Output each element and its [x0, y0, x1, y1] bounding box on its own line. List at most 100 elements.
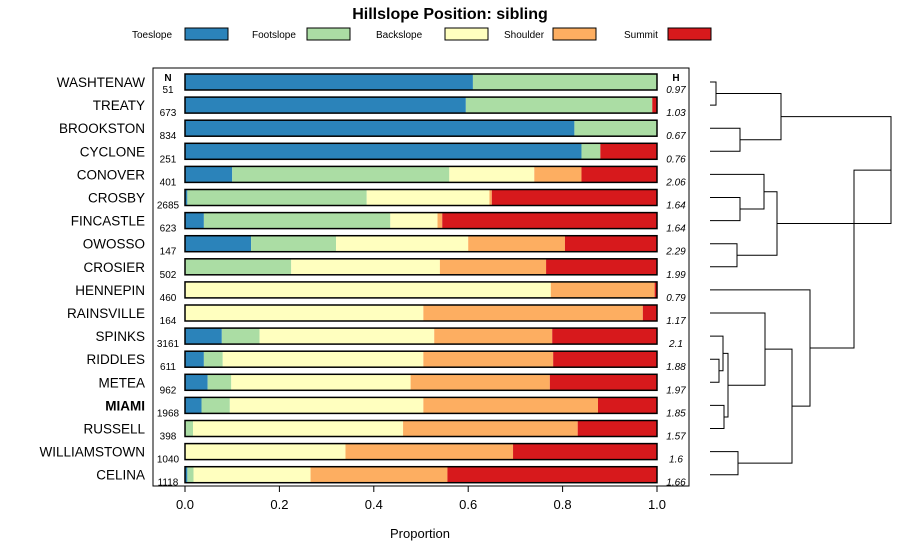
label-cyclone: CYCLONE — [80, 144, 145, 159]
bar-riddles-shoulder — [423, 351, 554, 368]
h-value-riddles: 1.88 — [666, 362, 686, 373]
dendrogram — [710, 81, 892, 476]
bar-cyclone-summit — [600, 143, 657, 160]
dendro-top-group — [716, 93, 782, 141]
dendro-rainsville-group — [710, 312, 766, 386]
label-crosier: CROSIER — [83, 260, 145, 275]
label-williamstown: WILLIAMSTOWN — [39, 445, 145, 460]
bar-outline-brookston — [184, 119, 658, 137]
label-riddles: RIDDLES — [86, 352, 145, 367]
x-tick-label-0: 0.0 — [176, 497, 194, 512]
bar-fincastle-toeslope — [185, 212, 204, 229]
h-header: H — [672, 73, 679, 84]
bar-conover-shoulder — [534, 166, 582, 183]
bar-outline-cyclone — [184, 142, 658, 161]
h-value-crosby: 1.64 — [666, 201, 686, 212]
legend: Toeslope Footslope Backslope Shoulder Summit — [132, 27, 712, 41]
bar-washtenaw-toeslope — [185, 74, 473, 90]
dendro-owosso-crosier — [710, 243, 738, 268]
bar-outline-metea — [184, 373, 658, 392]
bar-outline-owosso — [184, 234, 658, 253]
h-value-williamstown: 1.6 — [669, 455, 683, 466]
legend-label-shoulder: Shoulder — [504, 30, 545, 41]
bar-celina-summit — [447, 466, 657, 483]
label-treaty: TREATY — [93, 98, 145, 113]
bar-outline-williamstown — [184, 442, 658, 461]
x-tick-label-2: 0.4 — [365, 497, 383, 512]
n-value-conover: 401 — [160, 177, 177, 188]
bar-treaty-summit — [652, 97, 657, 114]
label-rainsville: RAINSVILLE — [67, 306, 145, 321]
x-tick-label-4: 0.8 — [554, 497, 572, 512]
bar-crosby-backslope — [366, 189, 490, 206]
bar-outline-miami — [184, 396, 658, 415]
bar-rainsville-shoulder — [423, 305, 643, 321]
dendro-williamstown-celina — [710, 451, 739, 476]
bars — [184, 73, 658, 484]
dendro-spinks-group — [710, 335, 724, 372]
bar-hennepin-backslope — [185, 281, 551, 298]
h-value-rainsville: 1.17 — [666, 316, 686, 327]
bar-conover-footslope — [232, 166, 450, 183]
bar-fincastle-summit — [442, 212, 657, 229]
legend-swatch-toeslope — [184, 27, 229, 41]
bar-crosier-footslope — [185, 258, 292, 275]
bar-treaty-footslope — [465, 97, 653, 114]
bar-crosby-footslope — [187, 189, 367, 206]
n-value-treaty: 673 — [160, 108, 177, 119]
h-value-metea: 1.97 — [666, 385, 686, 396]
bar-washtenaw-footslope — [472, 74, 657, 90]
bar-russell-summit — [577, 420, 657, 437]
n-value-owosso: 147 — [160, 247, 177, 258]
n-value-hennepin: 460 — [160, 293, 177, 304]
bar-williamstown-summit — [513, 443, 657, 460]
bar-metea-footslope — [207, 374, 232, 391]
x-tick-label-5: 1.0 — [648, 497, 666, 512]
bar-spinks-shoulder — [434, 328, 553, 345]
h-values: 0.97 1.03 0.67 0.76 2.06 1.64 1.64 2.29 1.99 0.79… — [665, 85, 686, 489]
dendro-conover-owosso — [737, 191, 778, 256]
h-value-crosier: 1.99 — [666, 270, 686, 281]
bar-crosier-backslope — [291, 258, 440, 275]
bar-cyclone-toeslope — [185, 143, 582, 160]
bar-outline-washtenaw — [184, 73, 658, 91]
bar-brookston-footslope — [574, 120, 657, 137]
bar-rainsville-summit — [642, 305, 657, 321]
bar-metea-shoulder — [410, 374, 550, 391]
bar-fincastle-footslope — [203, 212, 391, 229]
category-labels: WASHTENAW TREATY BROOKSTON CYCLONE CONOVER CR… — [39, 75, 145, 483]
bar-miami-shoulder — [423, 397, 598, 414]
bar-treaty-toeslope — [185, 97, 466, 114]
h-value-russell: 1.57 — [666, 432, 686, 443]
h-value-miami: 1.85 — [666, 408, 686, 419]
bar-metea-backslope — [231, 374, 411, 391]
x-tick-label-1: 0.2 — [270, 497, 288, 512]
bar-spinks-summit — [552, 328, 657, 345]
bar-riddles-footslope — [203, 351, 223, 368]
bar-miami-toeslope — [185, 397, 202, 414]
bar-celina-toeslope — [185, 466, 188, 483]
bar-russell-footslope — [185, 420, 194, 437]
h-value-spinks: 2.1 — [668, 339, 683, 350]
legend-label-summit: Summit — [624, 30, 658, 41]
bar-crosby-toeslope — [185, 189, 188, 206]
h-value-washtenaw: 0.97 — [666, 85, 686, 96]
bar-hennepin-summit — [654, 281, 657, 298]
bar-fincastle-backslope — [390, 212, 438, 229]
bar-russell-shoulder — [403, 420, 578, 437]
x-axis: 0.0 0.2 0.4 0.6 0.8 1.0 — [176, 486, 666, 512]
label-spinks: SPINKS — [95, 329, 145, 344]
n-value-metea: 962 — [160, 385, 177, 396]
bar-williamstown-backslope — [185, 443, 346, 460]
bar-outline-hennepin — [184, 281, 658, 299]
bar-riddles-backslope — [222, 351, 424, 368]
dendro-riddles-metea — [710, 358, 720, 383]
h-value-treaty: 1.03 — [666, 108, 686, 119]
bar-outline-treaty — [184, 96, 658, 114]
label-metea: METEA — [98, 375, 145, 390]
h-value-cyclone: 0.76 — [666, 154, 686, 165]
legend-swatch-footslope — [306, 27, 351, 41]
dendro-root — [810, 169, 891, 349]
bar-metea-summit — [549, 374, 657, 391]
bar-riddles-toeslope — [185, 351, 204, 368]
